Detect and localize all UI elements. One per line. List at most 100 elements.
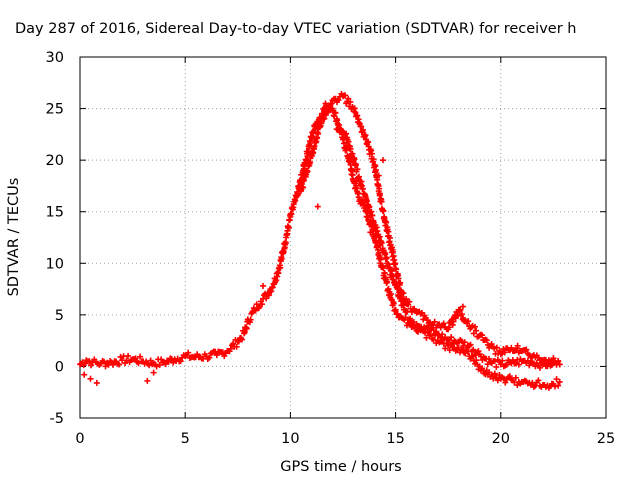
data-point-main (263, 295, 270, 302)
data-point-lower-branch (354, 166, 361, 173)
data-point-main (227, 345, 234, 352)
data-point-upper-branch (335, 97, 342, 104)
data-point-lower-branch (446, 347, 453, 354)
data-point-main (384, 278, 391, 285)
data-point-main (146, 362, 153, 369)
x-tick-label: 5 (181, 431, 190, 447)
data-point-upper-branch (538, 360, 545, 367)
data-point-lower-branch (427, 331, 434, 338)
data-point-lower-branch (410, 319, 417, 326)
data-point-main (156, 361, 163, 368)
data-point-main (247, 316, 254, 323)
data-point-main (292, 197, 299, 204)
data-point-main (380, 265, 387, 272)
data-point-main (165, 358, 172, 365)
data-point-upper-branch (332, 95, 339, 102)
data-point-main (515, 361, 522, 368)
data-point-main (390, 300, 397, 307)
data-point-upper-branch (406, 298, 413, 305)
data-point-main (221, 353, 228, 360)
data-point-upper-branch (342, 92, 349, 99)
data-point-main (288, 211, 295, 218)
data-point-upper-branch (311, 143, 318, 150)
data-point-upper-branch (473, 327, 480, 334)
data-point-main (102, 363, 109, 370)
y-tick-label: 20 (46, 153, 64, 169)
data-point-main (392, 306, 399, 313)
data-point-lower-branch (481, 370, 488, 377)
data-point-main (493, 363, 500, 370)
data-point-main (213, 352, 220, 359)
data-point-lower-branch (469, 353, 476, 360)
data-point-main (307, 140, 314, 147)
x-tick-label: 10 (281, 431, 299, 447)
data-point-lower-branch (490, 375, 497, 382)
data-point-main (485, 355, 492, 362)
data-point-main (153, 363, 160, 370)
data-point-main (387, 291, 394, 298)
data-point-upper-branch (493, 344, 500, 351)
data-point-main (312, 126, 319, 133)
data-point-lower-branch (369, 212, 376, 219)
data-point-lower-branch (422, 329, 429, 336)
data-point-outliers (81, 371, 88, 378)
data-point-outliers (375, 172, 382, 179)
data-point-upper-branch (359, 126, 366, 133)
data-point-lower-branch (388, 267, 395, 274)
data-point-main (499, 357, 506, 364)
data-point-main (512, 360, 519, 367)
data-point-upper-branch (523, 346, 530, 353)
data-point-main (332, 110, 339, 117)
data-point-outliers (514, 342, 521, 349)
data-point-upper-branch (392, 260, 399, 267)
data-point-upper-branch (483, 337, 490, 344)
data-point-main (285, 224, 292, 231)
data-point-main (278, 255, 285, 262)
data-point-upper-branch (380, 208, 387, 215)
data-point-main (233, 343, 240, 350)
data-point-upper-branch (314, 134, 321, 141)
y-tick-label: 10 (46, 256, 64, 272)
data-point-upper-branch (457, 306, 464, 313)
y-tick-label: 0 (55, 359, 64, 375)
data-point-main (258, 301, 265, 308)
data-point-main (132, 355, 139, 362)
data-point-upper-branch (321, 115, 328, 122)
data-point-outliers (367, 229, 374, 236)
data-point-upper-branch (328, 100, 335, 107)
data-point-outliers (150, 369, 157, 376)
data-point-upper-branch (326, 105, 333, 112)
y-tick-label: 30 (46, 50, 64, 66)
data-point-lower-branch (431, 332, 438, 339)
data-point-lower-branch (424, 328, 431, 335)
data-point-main (110, 361, 117, 368)
data-point-lower-branch (393, 279, 400, 286)
data-point-upper-branch (424, 317, 431, 324)
data-point-lower-branch (502, 379, 509, 386)
data-point-upper-branch (400, 290, 407, 297)
data-point-main (177, 358, 184, 365)
data-point-main (294, 192, 301, 199)
data-point-upper-branch (458, 310, 465, 317)
data-point-main (439, 331, 446, 338)
data-point-upper-branch (555, 357, 562, 364)
data-point-lower-branch (366, 203, 373, 210)
x-tick-label: 25 (597, 431, 615, 447)
data-point-lower-branch (555, 382, 562, 389)
data-point-main (170, 359, 177, 366)
data-point-lower-branch (394, 285, 401, 292)
data-point-main (116, 361, 123, 368)
data-point-upper-branch (440, 320, 447, 327)
data-point-lower-branch (535, 377, 542, 384)
data-point-lower-branch (514, 382, 521, 389)
data-point-upper-branch (368, 147, 375, 154)
data-point-outliers (379, 157, 386, 164)
data-point-main (206, 354, 213, 361)
data-point-main (461, 339, 468, 346)
data-point-main (162, 361, 169, 368)
data-point-main (251, 306, 258, 313)
data-point-lower-branch (464, 348, 471, 355)
data-point-lower-branch (412, 324, 419, 331)
data-point-main (497, 361, 504, 368)
data-point-main (147, 357, 154, 364)
